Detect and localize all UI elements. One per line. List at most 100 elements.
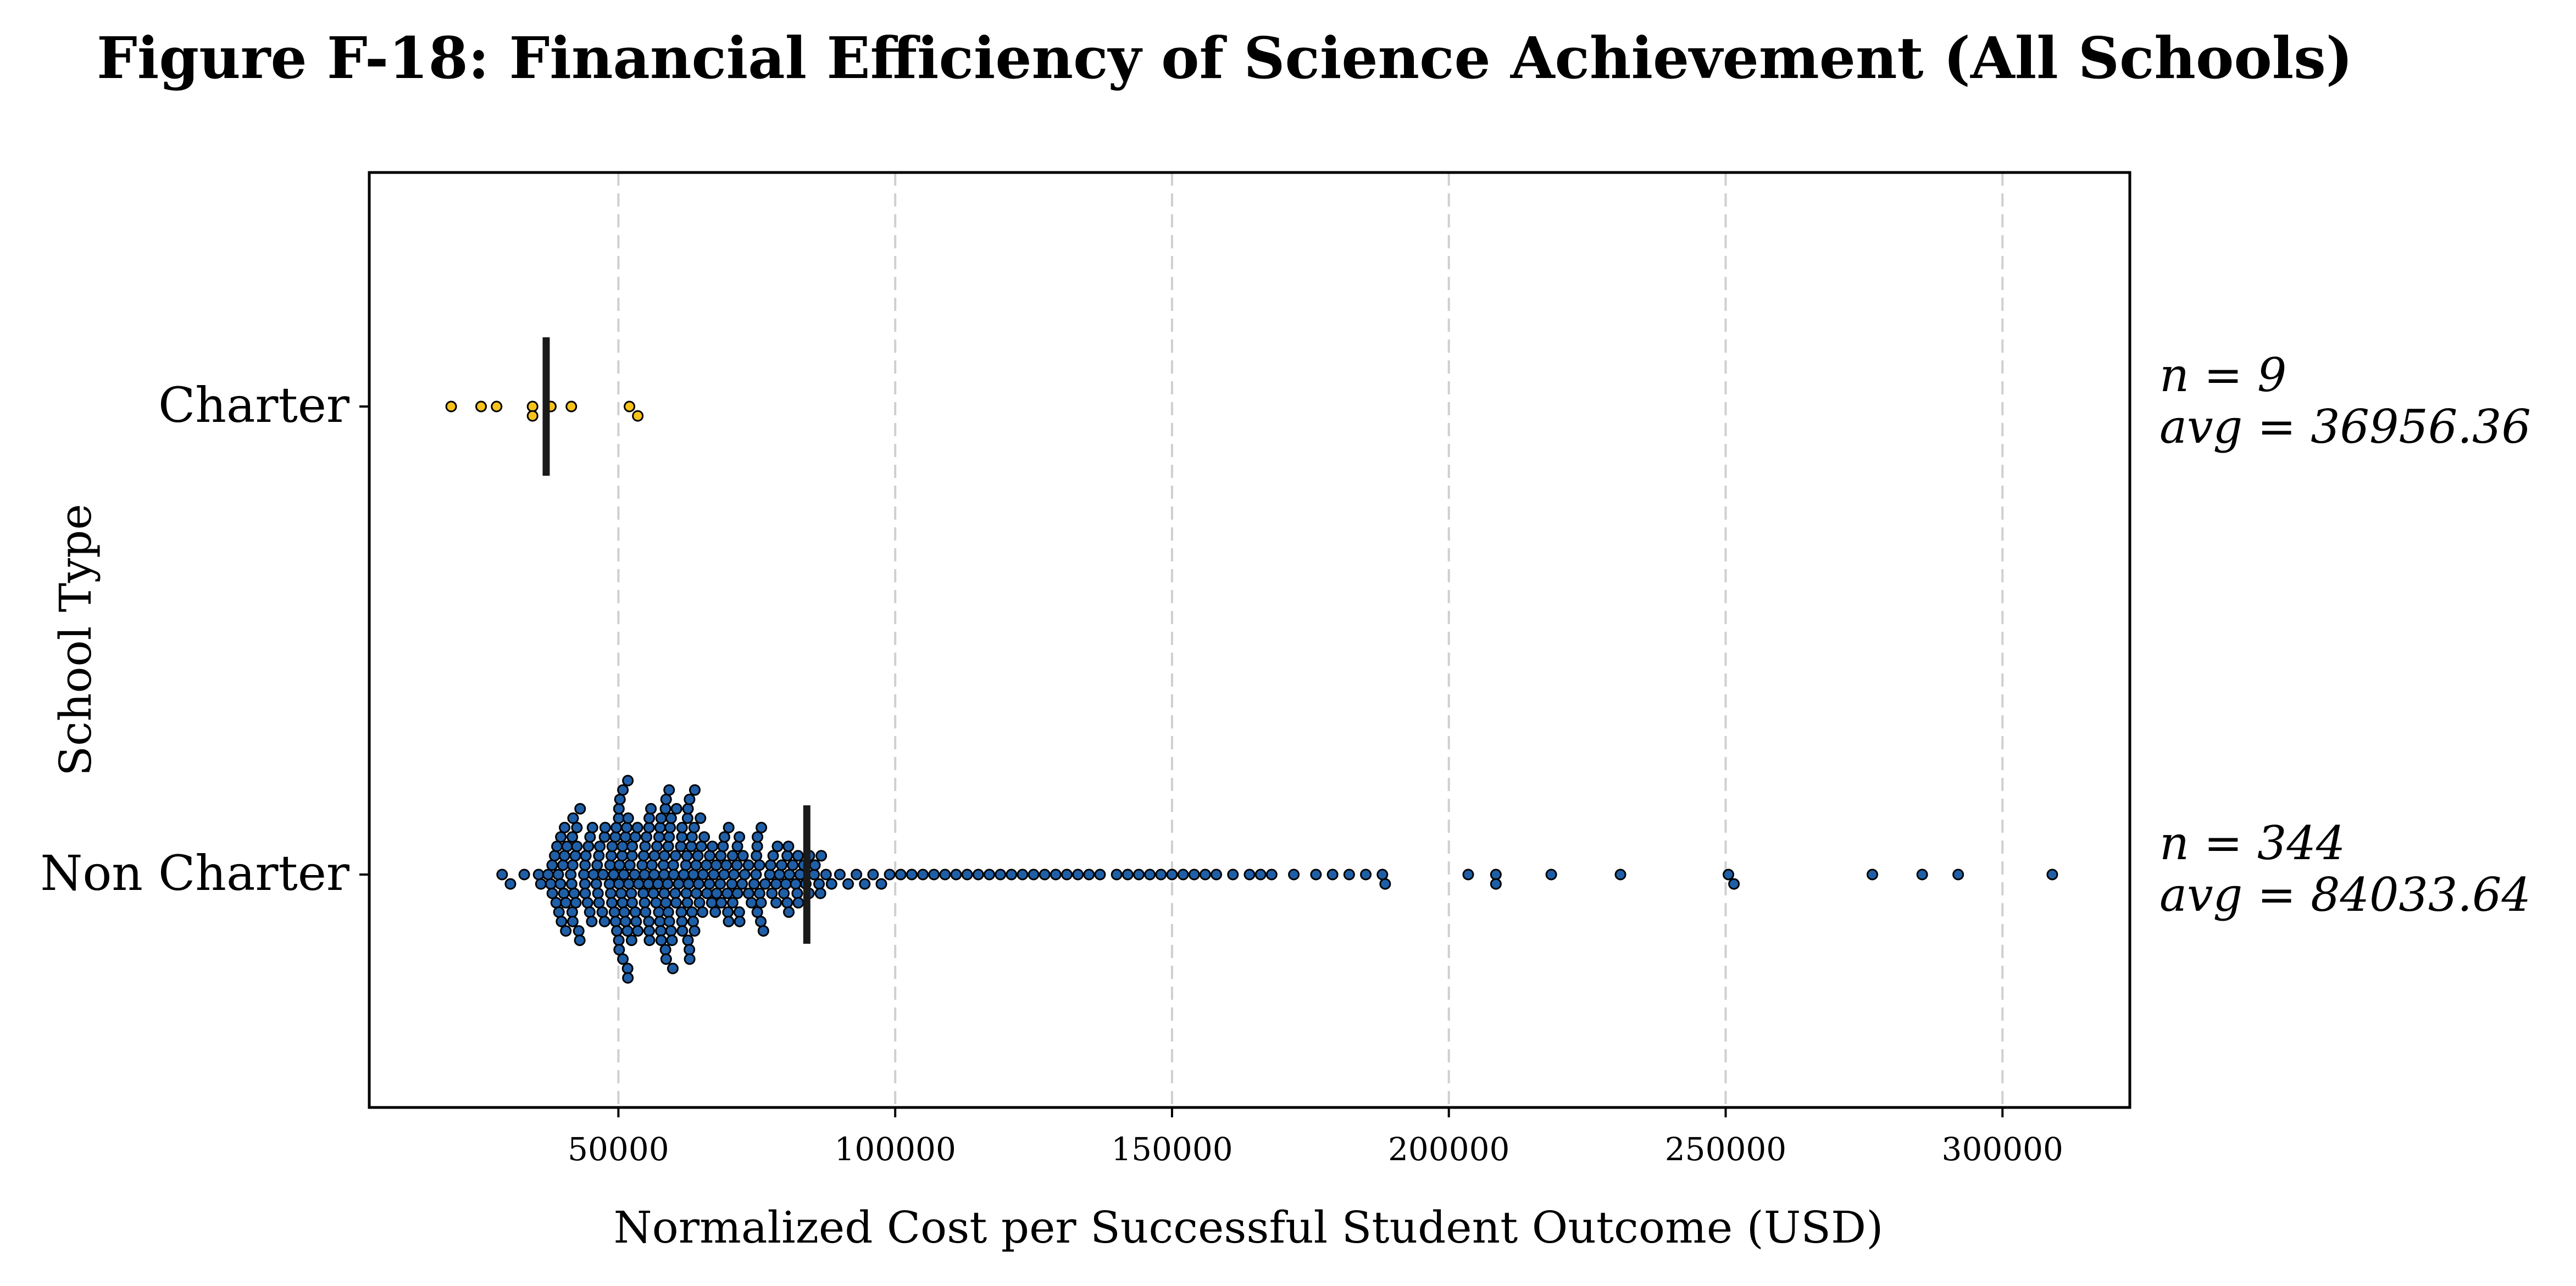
data-point bbox=[770, 897, 782, 909]
data-point bbox=[704, 850, 716, 862]
data-point bbox=[614, 793, 626, 805]
data-point bbox=[1211, 869, 1223, 881]
data-point bbox=[764, 859, 776, 871]
data-point bbox=[582, 840, 595, 853]
data-point bbox=[701, 887, 713, 899]
data-point bbox=[814, 887, 826, 899]
data-point bbox=[820, 869, 832, 881]
data-point bbox=[578, 869, 590, 881]
data-point bbox=[608, 906, 620, 918]
data-point bbox=[653, 831, 665, 843]
data-point bbox=[1177, 869, 1189, 881]
data-point bbox=[684, 793, 696, 805]
data-point bbox=[733, 906, 745, 918]
data-point bbox=[658, 869, 670, 881]
data-point bbox=[782, 840, 795, 853]
data-point bbox=[710, 887, 723, 899]
data-point bbox=[553, 906, 565, 918]
data-point bbox=[650, 897, 662, 909]
data-point bbox=[590, 878, 602, 890]
data-point bbox=[682, 934, 694, 947]
data-point bbox=[542, 869, 554, 881]
data-point bbox=[972, 869, 984, 881]
data-point bbox=[640, 906, 652, 918]
data-point bbox=[605, 887, 617, 899]
data-point bbox=[624, 859, 636, 871]
data-point bbox=[697, 869, 709, 881]
data-point bbox=[1144, 869, 1156, 881]
data-point bbox=[678, 869, 690, 881]
data-point bbox=[815, 850, 828, 862]
grid-lines bbox=[617, 172, 2004, 1107]
data-point bbox=[579, 859, 591, 871]
data-point bbox=[475, 400, 487, 413]
x-axis-ticks: 50000 100000 150000 200000 250000 300000 bbox=[568, 1107, 2063, 1168]
data-point bbox=[667, 962, 679, 975]
data-point bbox=[734, 916, 746, 927]
data-point bbox=[1039, 869, 1051, 881]
data-point bbox=[613, 944, 625, 956]
data-point bbox=[565, 878, 578, 890]
data-point bbox=[759, 878, 771, 890]
data-point bbox=[787, 859, 799, 871]
data-point bbox=[1379, 878, 1391, 890]
data-point bbox=[875, 878, 887, 890]
data-point bbox=[1310, 869, 1322, 881]
data-point bbox=[554, 878, 567, 890]
data-point bbox=[689, 784, 701, 796]
data-point bbox=[610, 822, 623, 833]
data-point bbox=[692, 878, 704, 890]
data-point bbox=[660, 953, 672, 965]
data-point bbox=[720, 859, 732, 871]
data-point bbox=[688, 822, 700, 833]
data-point bbox=[652, 878, 664, 890]
data-point bbox=[580, 850, 592, 862]
data-point bbox=[714, 878, 726, 890]
x-axis-label: Normalized Cost per Successful Student O… bbox=[614, 1202, 1884, 1253]
data-point bbox=[504, 878, 517, 890]
data-point bbox=[1490, 878, 1502, 890]
data-point bbox=[685, 840, 697, 853]
data-point bbox=[1728, 878, 1740, 890]
data-point bbox=[574, 934, 586, 947]
data-point bbox=[722, 906, 734, 918]
data-point bbox=[597, 869, 609, 881]
data-point bbox=[684, 953, 696, 965]
data-point bbox=[660, 793, 672, 805]
data-point bbox=[1094, 869, 1106, 881]
data-point bbox=[680, 859, 692, 871]
data-point bbox=[609, 831, 621, 843]
data-point bbox=[1227, 869, 1239, 881]
data-point bbox=[675, 906, 687, 918]
data-point bbox=[676, 916, 688, 927]
data-point bbox=[776, 859, 788, 871]
data-point bbox=[581, 897, 593, 909]
data-point bbox=[662, 906, 674, 918]
data-point bbox=[686, 831, 698, 843]
data-point bbox=[666, 934, 678, 947]
data-point bbox=[643, 934, 656, 947]
data-point bbox=[721, 887, 734, 899]
data-point bbox=[593, 897, 605, 909]
data-point bbox=[637, 850, 649, 862]
data-point bbox=[684, 944, 696, 956]
data-point bbox=[676, 831, 688, 843]
data-point bbox=[617, 897, 629, 909]
data-point bbox=[751, 840, 763, 853]
data-point bbox=[567, 812, 579, 824]
y-axis-category-labels: Charter Non Charter bbox=[40, 377, 369, 901]
data-point bbox=[692, 850, 704, 862]
x-tick-label: 50000 bbox=[568, 1131, 669, 1168]
data-point bbox=[1199, 869, 1211, 881]
data-point bbox=[753, 887, 765, 899]
data-point bbox=[606, 840, 618, 853]
data-point bbox=[648, 850, 660, 862]
data-point bbox=[567, 916, 579, 927]
data-point bbox=[556, 916, 568, 927]
data-point bbox=[1132, 869, 1145, 881]
data-point bbox=[584, 831, 596, 843]
annotation-n: n = 344 bbox=[2159, 816, 2345, 870]
data-point bbox=[667, 859, 679, 871]
data-point bbox=[906, 869, 918, 881]
plot-frame bbox=[368, 171, 2131, 1109]
